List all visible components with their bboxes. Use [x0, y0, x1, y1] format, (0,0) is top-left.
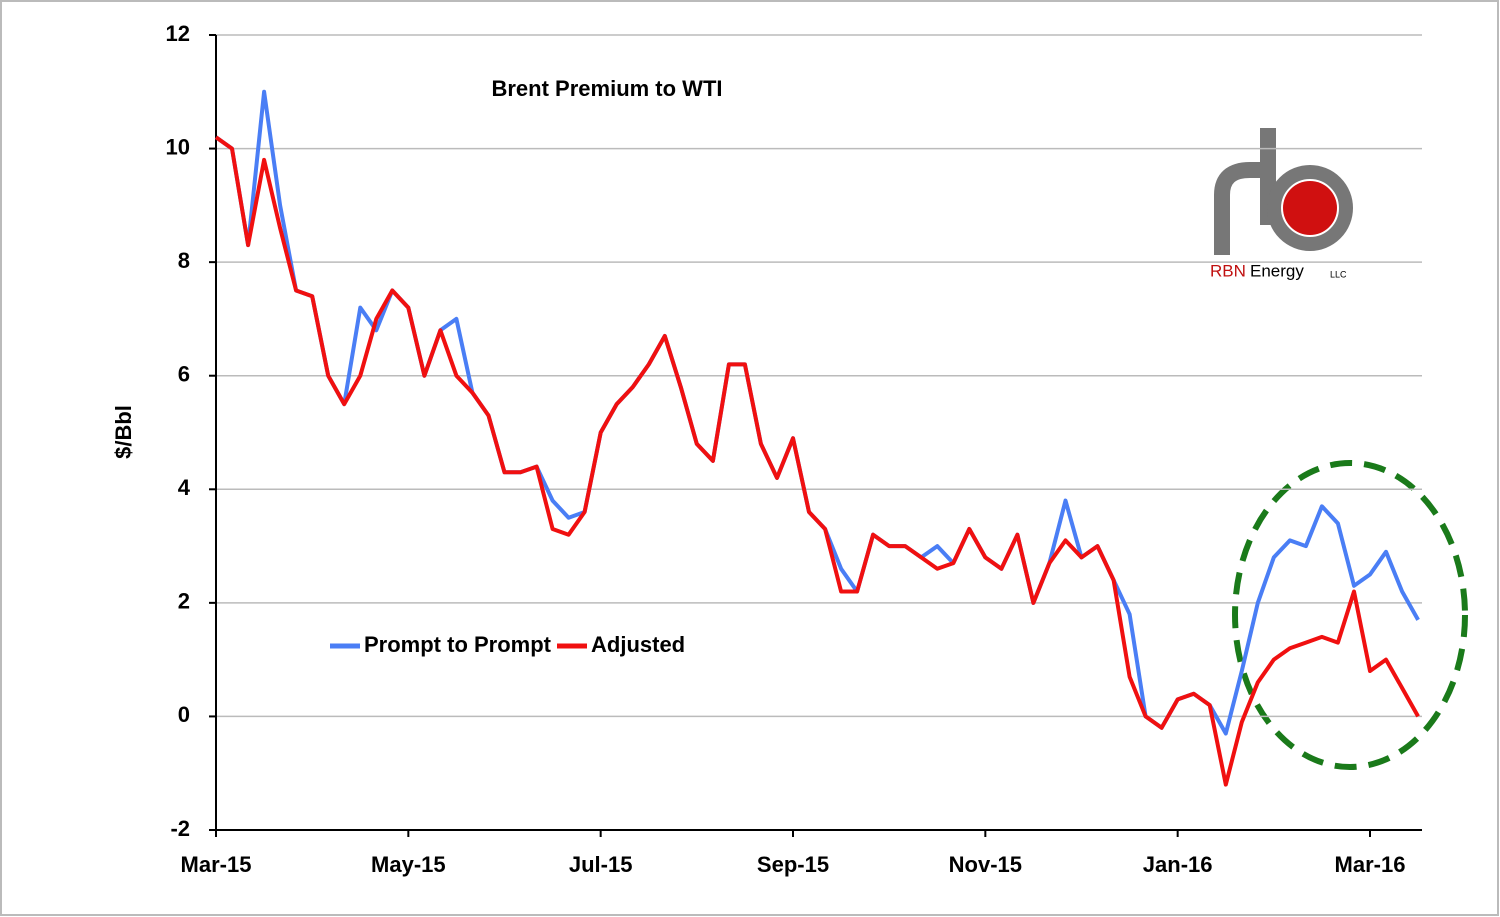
x-tick-label: May-15	[371, 852, 446, 877]
plot: -2 0 2 4 6 8 10 12 Mar-15 May-15 Jul-15 Sep-15 Nov-1…	[166, 21, 1422, 877]
y-tick-label: 8	[178, 248, 190, 273]
logo-ball	[1283, 181, 1337, 235]
x-tick-label: Mar-16	[1335, 852, 1406, 877]
x-tick-label: Mar-15	[181, 852, 252, 877]
logo-name: Energy	[1250, 261, 1304, 280]
y-tick-label: 4	[178, 475, 191, 500]
series-line	[214, 135, 1420, 787]
y-tick-label: 0	[178, 702, 190, 727]
logo-suffix: LLC	[1330, 269, 1347, 279]
legend-label: Prompt to Prompt	[364, 632, 552, 657]
y-tick-label: 2	[178, 589, 190, 614]
logo-brand: RBN	[1210, 261, 1246, 280]
y-tick-label: -2	[170, 816, 190, 841]
logo: RBN Energy LLC	[1210, 128, 1353, 280]
x-tick-label: Nov-15	[949, 852, 1022, 877]
highlight-ellipse	[1232, 460, 1468, 770]
y-tick-label: 12	[166, 21, 190, 46]
legend-label: Adjusted	[591, 632, 685, 657]
chart-title: Brent Premium to WTI	[491, 76, 722, 101]
x-tick-label: Sep-15	[757, 852, 829, 877]
y-tick-label: 6	[178, 362, 190, 387]
logo-r	[1214, 162, 1268, 255]
x-tick-label: Jul-15	[569, 852, 633, 877]
y-tick-label: 10	[166, 134, 190, 159]
y-axis-label: $/Bbl	[111, 405, 136, 459]
logo-b	[1267, 165, 1353, 251]
x-tick-label: Jan-16	[1143, 852, 1213, 877]
